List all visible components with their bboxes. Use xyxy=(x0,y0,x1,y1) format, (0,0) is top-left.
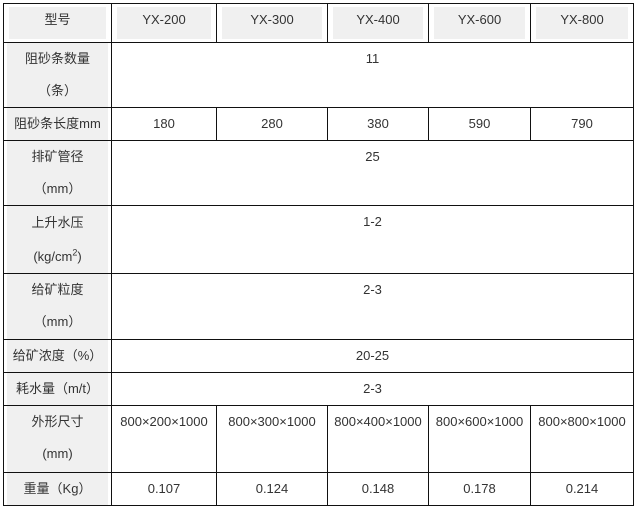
row-label: 排矿管径 （mm） xyxy=(3,140,112,206)
value-cell: 0.148 xyxy=(327,472,429,506)
table-row: 上升水压 (kg/cm2) 1-2 xyxy=(3,205,634,274)
row-label: 阻砂条数量 （条） xyxy=(3,42,112,108)
value-cell: 790 xyxy=(530,107,634,141)
table-row: 阻砂条数量 （条） 11 xyxy=(3,42,634,108)
value-cell: 25 xyxy=(111,140,634,206)
header-row: 型号 YX-200 YX-300 YX-400 YX-600 YX-800 xyxy=(3,3,634,43)
value-cell: 800×600×1000 xyxy=(428,405,531,473)
value-cell: 0.107 xyxy=(111,472,217,506)
value-cell: 280 xyxy=(216,107,328,141)
header-cell: YX-200 xyxy=(111,3,217,43)
row-label: 耗水量（m/t） xyxy=(3,372,112,406)
value-cell: 20-25 xyxy=(111,339,634,373)
value-cell: 2-3 xyxy=(111,372,634,406)
value-cell: 11 xyxy=(111,42,634,108)
value-cell: 180 xyxy=(111,107,217,141)
value-cell: 0.124 xyxy=(216,472,328,506)
row-label: 外形尺寸 (mm) xyxy=(3,405,112,473)
header-cell: YX-600 xyxy=(428,3,531,43)
row-label: 给矿粒度 （mm） xyxy=(3,273,112,340)
header-cell: YX-300 xyxy=(216,3,328,43)
table-row: 给矿粒度 （mm） 2-3 xyxy=(3,273,634,340)
table-row: 排矿管径 （mm） 25 xyxy=(3,140,634,206)
table-row: 外形尺寸 (mm) 800×200×1000 800×300×1000 800×4… xyxy=(3,405,634,473)
row-label: 给矿浓度（%） xyxy=(3,339,112,373)
table-row: 重量（Kg） 0.107 0.124 0.148 0.178 0.214 xyxy=(3,472,634,506)
header-cell: YX-800 xyxy=(530,3,634,43)
value-cell: 800×800×1000 xyxy=(530,405,634,473)
header-cell: YX-400 xyxy=(327,3,429,43)
value-cell: 800×300×1000 xyxy=(216,405,328,473)
header-cell: 型号 xyxy=(3,3,112,43)
value-cell: 1-2 xyxy=(111,205,634,274)
value-cell: 0.178 xyxy=(428,472,531,506)
value-cell: 380 xyxy=(327,107,429,141)
value-cell: 2-3 xyxy=(111,273,634,340)
value-cell: 590 xyxy=(428,107,531,141)
value-cell: 800×400×1000 xyxy=(327,405,429,473)
row-label: 重量（Kg） xyxy=(3,472,112,506)
value-cell: 0.214 xyxy=(530,472,634,506)
spec-table: 型号 YX-200 YX-300 YX-400 YX-600 YX-800 阻砂… xyxy=(3,3,634,506)
value-cell: 800×200×1000 xyxy=(111,405,217,473)
table-row: 给矿浓度（%） 20-25 xyxy=(3,339,634,373)
table-row: 耗水量（m/t） 2-3 xyxy=(3,372,634,406)
table-row: 阻砂条长度mm 180 280 380 590 790 xyxy=(3,107,634,141)
row-label: 上升水压 (kg/cm2) xyxy=(3,205,112,274)
row-label: 阻砂条长度mm xyxy=(3,107,112,141)
